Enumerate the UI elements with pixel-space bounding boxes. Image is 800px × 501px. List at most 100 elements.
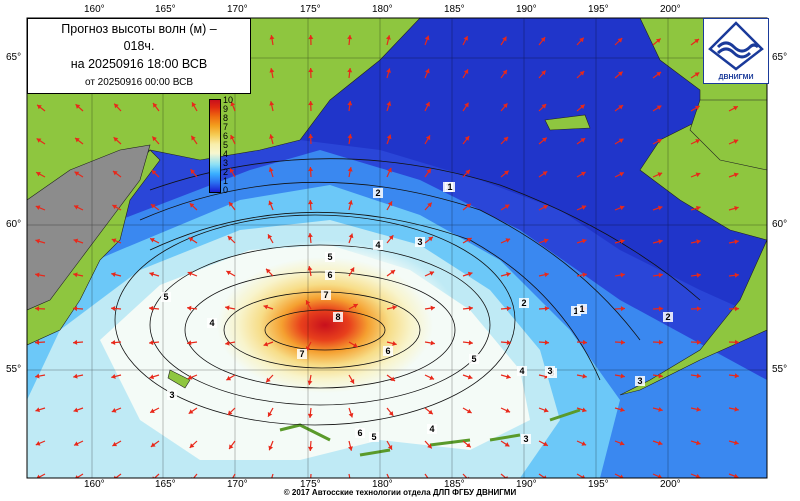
title-line2: на 20250916 18:00 ВСВ xyxy=(70,57,208,71)
deep-north xyxy=(280,18,767,320)
contour-label: 1 xyxy=(579,304,584,314)
wave-arrow-head xyxy=(504,204,510,209)
wave-arrow-head xyxy=(229,444,234,450)
wave-arrow-head xyxy=(392,305,397,311)
colorbar-label: 5 xyxy=(223,140,229,150)
lon-tick: 195° xyxy=(588,4,609,15)
contour-label-bg xyxy=(373,240,383,250)
wave-arrow-head xyxy=(268,200,274,206)
wave-arrow-head xyxy=(226,270,232,276)
wave-arrow-head xyxy=(617,71,623,77)
wave-arrow-head xyxy=(151,170,157,175)
wave-arrow-head xyxy=(696,406,701,412)
wave-arrow xyxy=(386,473,390,478)
wave-arrow-head xyxy=(466,203,471,209)
wave-arrow-head xyxy=(348,233,354,239)
wave-arrow-head xyxy=(229,168,235,174)
wave-arrow-head xyxy=(268,445,274,451)
title-line3: от 20250916 00:00 ВСВ xyxy=(84,77,193,88)
wave-arrow-head xyxy=(658,339,663,345)
wave-arrow-head xyxy=(307,380,313,385)
wave-arrow-head xyxy=(388,411,394,416)
wave-arrow-head xyxy=(266,268,271,274)
lon-tick: 170° xyxy=(227,4,248,15)
wave-arrow-head xyxy=(734,406,739,412)
wave-arrow-head xyxy=(229,201,234,207)
wave-arrow-head xyxy=(463,69,469,75)
wave-arrow-head xyxy=(658,306,663,312)
wave-arrow-head xyxy=(385,35,391,40)
wave-arrow-head xyxy=(502,103,508,109)
lon-tick: 200° xyxy=(660,4,681,15)
wave-arrow-head xyxy=(347,167,353,172)
wave-arrow-head xyxy=(387,167,392,173)
wave-arrow-head xyxy=(425,135,431,141)
wave-arrow-head xyxy=(308,446,314,451)
copyright-footer: © 2017 Автосские технологии отдела ДЛП Ф… xyxy=(283,488,517,497)
wave-arrow-head xyxy=(694,72,700,77)
contour-label: 2 xyxy=(375,188,380,198)
contour-label-bg xyxy=(635,376,645,386)
colorbar-label: 7 xyxy=(223,122,229,132)
contour-label-bg xyxy=(571,306,581,316)
land-alaska-peninsula xyxy=(619,239,767,396)
wave-arrow-head xyxy=(506,340,511,346)
wave-arrow-head xyxy=(467,271,473,277)
wave-arrow-head xyxy=(656,105,662,110)
wave-arrow-head xyxy=(582,339,587,345)
wave-arrow-head xyxy=(619,172,624,177)
wave-arrow-head xyxy=(468,305,473,311)
wave-arrow-head xyxy=(617,38,623,43)
wave-arrow-head xyxy=(149,340,154,346)
wave-arrow-head xyxy=(227,236,233,241)
lon-tick: 180° xyxy=(372,479,393,490)
contour-label-bg xyxy=(469,354,479,364)
wave-arrow-head xyxy=(424,35,430,41)
wave-arrow-head xyxy=(111,238,117,244)
wave-arrow-head xyxy=(658,239,663,244)
lat-tick: 55° xyxy=(772,364,788,375)
wave-arrow-head xyxy=(149,271,154,277)
wave-arrow-head xyxy=(620,306,625,312)
island-st-lawrence xyxy=(544,114,591,131)
wave-arrow-head xyxy=(226,375,232,381)
wave-arrow-head xyxy=(541,104,547,109)
wave-arrow-head xyxy=(114,103,119,109)
wave-arrow-head xyxy=(581,441,587,446)
wave-arrow-head xyxy=(152,103,158,108)
wave-arrow-head xyxy=(430,340,435,346)
wave-arrow-head xyxy=(36,138,42,143)
wave-arrow-head xyxy=(307,413,313,418)
contour-label-group: 123456787654321543654321133 xyxy=(161,182,673,444)
wave-arrow-head xyxy=(390,270,396,275)
wave-arrow-head xyxy=(733,139,739,144)
wave-arrow-head xyxy=(544,272,549,278)
wave-arrow-head xyxy=(464,102,469,108)
wave-arrow-head xyxy=(581,474,586,478)
wave-arrow-head xyxy=(37,104,42,110)
wave-arrow-head xyxy=(658,407,663,412)
wave-arrow-head xyxy=(75,137,80,143)
wave-arrow-head xyxy=(695,440,701,446)
wave-arrow-head xyxy=(619,474,624,478)
lon-tick: 175° xyxy=(300,4,321,15)
wave-arrow-head xyxy=(541,70,546,76)
wave-arrow-head xyxy=(387,444,393,450)
wave-arrow-head xyxy=(305,346,311,351)
lon-tick: 170° xyxy=(227,479,248,490)
wave-arrow-head xyxy=(696,272,701,278)
wave-arrow-head xyxy=(429,271,435,276)
wave-arrow xyxy=(271,473,274,478)
lon-tick: 180° xyxy=(372,4,393,15)
wave-arrow-head xyxy=(696,373,701,379)
wave-arrow-head xyxy=(544,339,549,345)
wave-arrow xyxy=(75,473,84,478)
wave-arrow-head xyxy=(657,205,663,211)
lon-tick: 165° xyxy=(155,4,176,15)
wave-arrow-head xyxy=(618,105,624,110)
wave-arrow-head xyxy=(387,201,393,207)
wave-arrow-head xyxy=(347,134,353,139)
lon-tick: 175° xyxy=(300,479,321,490)
wave-max xyxy=(190,240,460,410)
contour-label: 5 xyxy=(327,252,332,262)
